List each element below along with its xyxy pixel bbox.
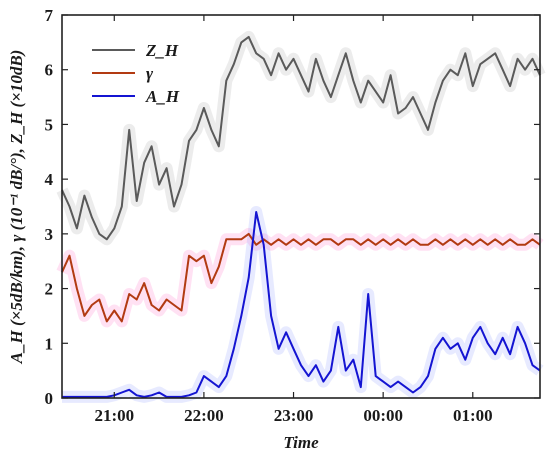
- legend: Z_H γ A_H: [92, 41, 180, 106]
- plot-frame: [61, 14, 541, 399]
- y-axis-title: A_H (×5dB/km), γ (10⁻¹ dB/°), Z_H (×10dB…: [7, 50, 26, 365]
- x-tick-label: 00:00: [363, 406, 403, 425]
- y-tick-label: 3: [45, 225, 54, 244]
- y-tick-label: 1: [45, 334, 54, 353]
- legend-label: γ: [146, 64, 154, 83]
- x-tick-label: 21:00: [94, 406, 134, 425]
- legend-label: Z_H: [145, 41, 179, 60]
- y-tick-label: 2: [45, 280, 54, 299]
- series-bands: [56, 30, 546, 403]
- x-tick-label: 23:00: [274, 406, 314, 425]
- y-tick-label: 7: [45, 6, 54, 25]
- series-lines: [61, 35, 541, 398]
- legend-label: A_H: [145, 87, 180, 106]
- y-axis: 0 1 2 3 4 5 6 7: [45, 6, 540, 408]
- x-axis: 21:00 22:00 23:00 00:00 01:00: [94, 15, 493, 425]
- series-band: [56, 227, 544, 328]
- series-line: [61, 35, 541, 241]
- series-line: [61, 232, 541, 323]
- x-tick-label: 22:00: [184, 406, 224, 425]
- y-tick-label: 4: [45, 170, 54, 189]
- x-tick-label: 01:00: [453, 406, 493, 425]
- y-tick-label: 5: [45, 115, 54, 134]
- series-line: [62, 211, 541, 398]
- y-tick-label: 6: [45, 61, 54, 80]
- x-axis-title: Time: [283, 433, 319, 452]
- y-tick-label: 0: [45, 389, 54, 408]
